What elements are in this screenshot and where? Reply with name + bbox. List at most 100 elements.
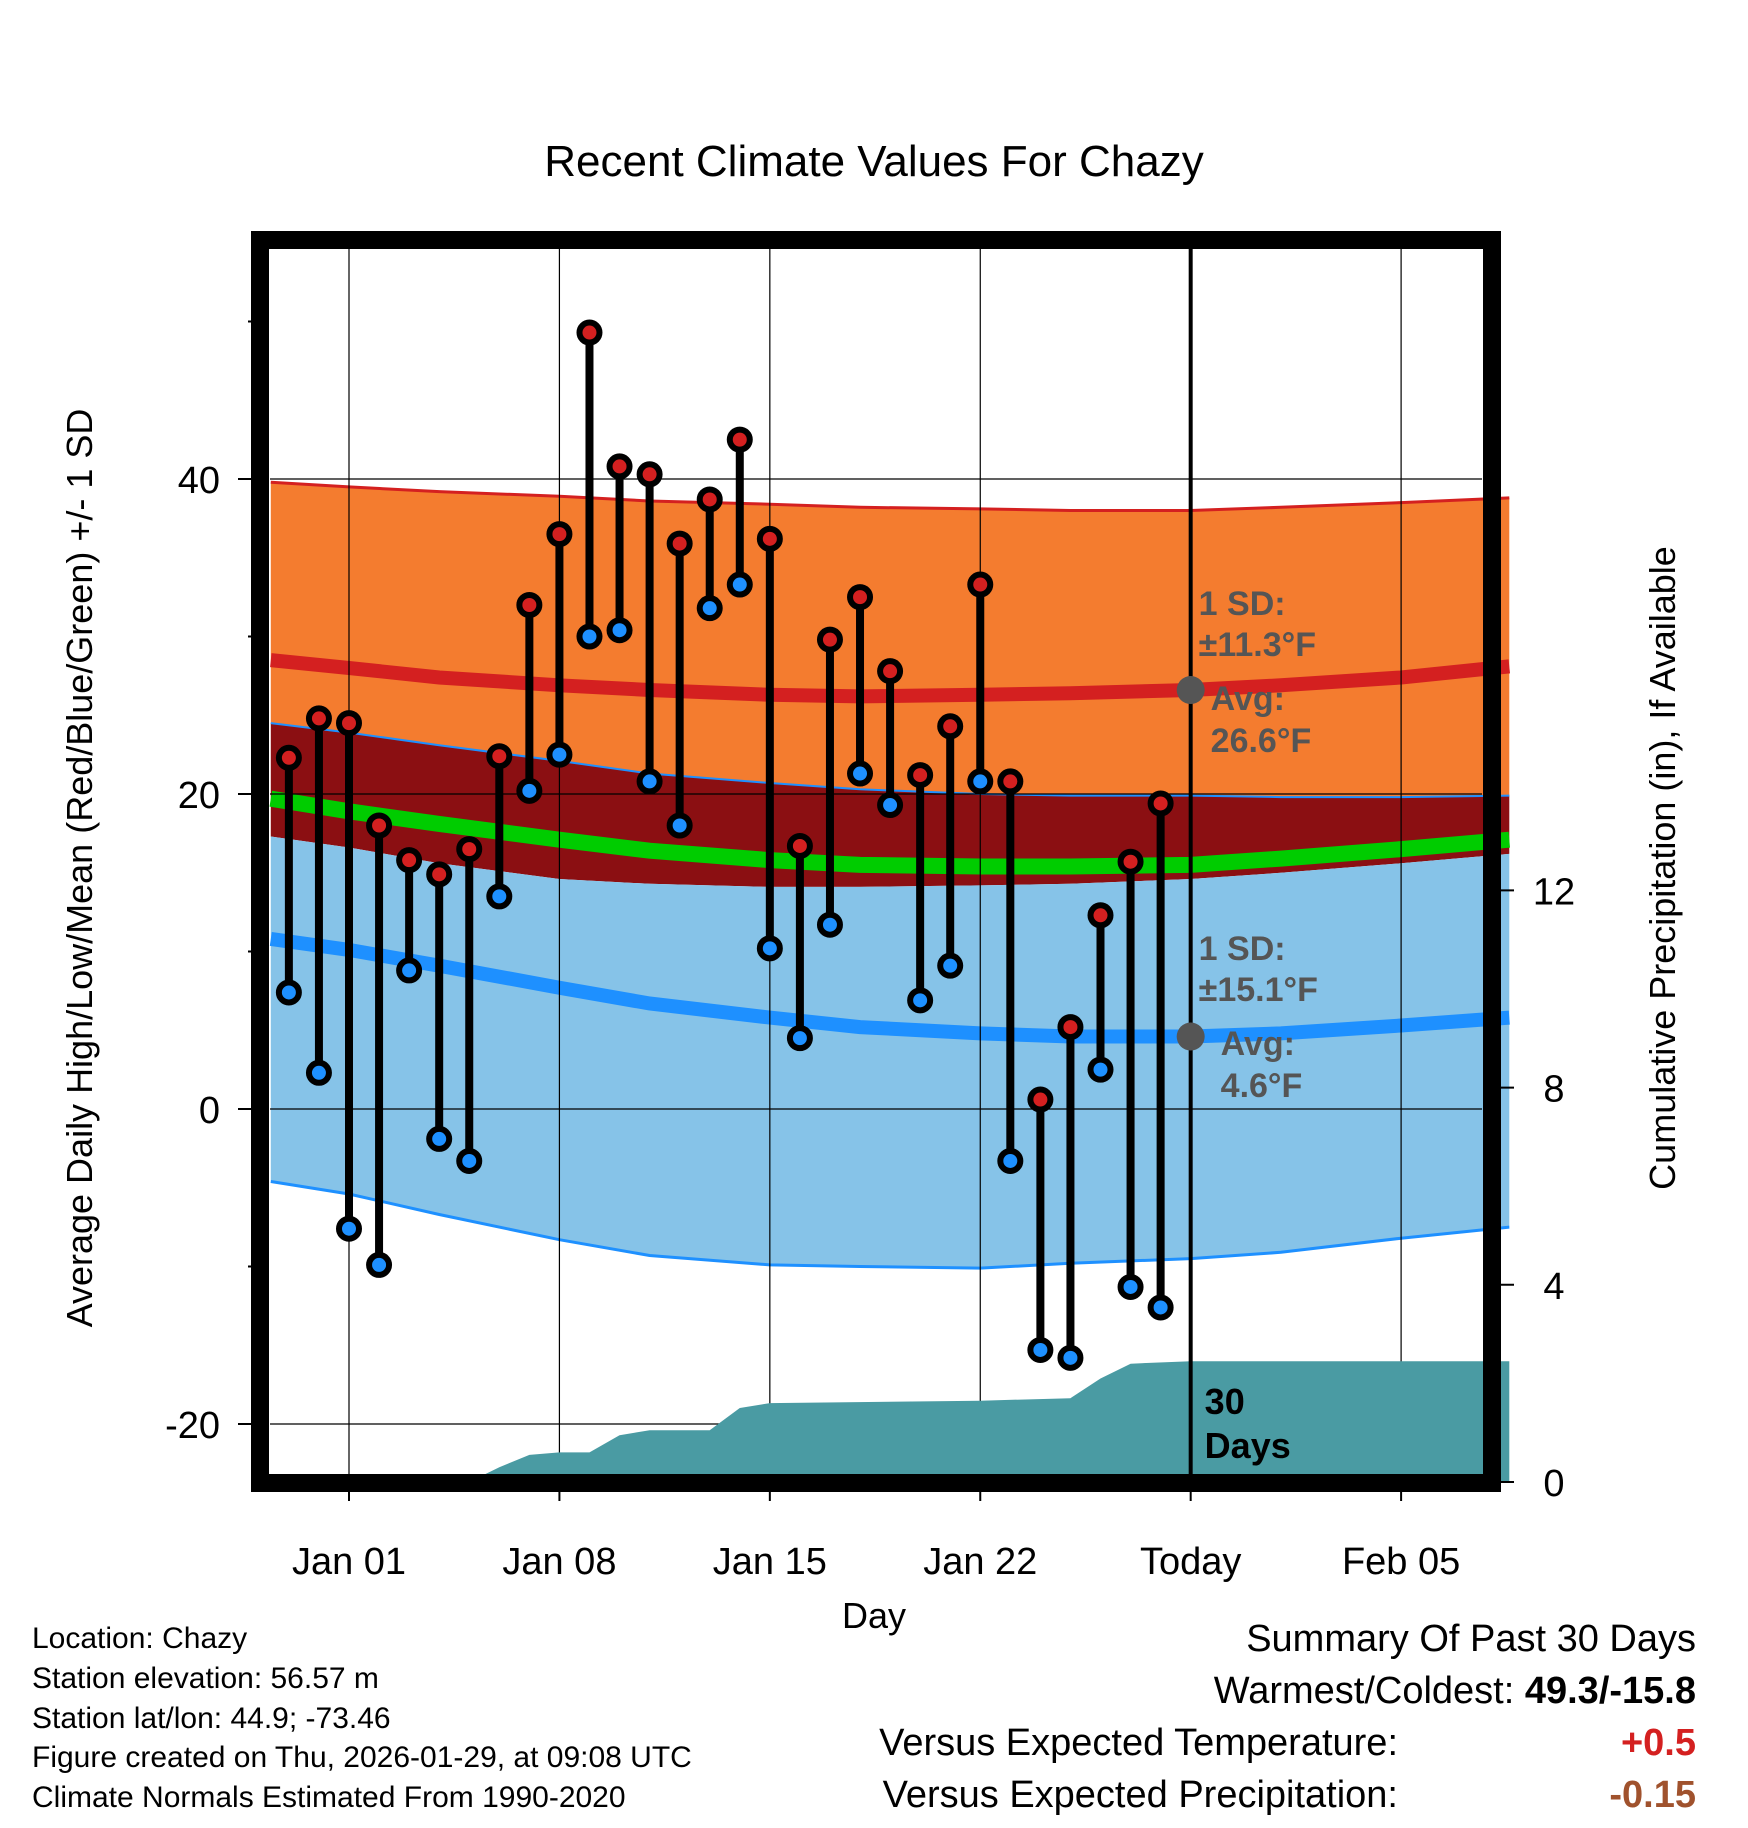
low-sd-label: 1 SD: <box>1199 930 1286 968</box>
daily-high-point <box>1087 902 1114 929</box>
daily-low-point <box>456 1147 483 1174</box>
daily-high-point <box>1117 848 1144 875</box>
daily-high-point <box>486 743 513 770</box>
high-sd-upper-line <box>270 480 1510 512</box>
daily-low-point <box>546 741 573 768</box>
location-text: Location: Chazy <box>32 1622 248 1655</box>
low-avg-marker <box>1176 1022 1205 1051</box>
y2-tick-label: 12 <box>1533 871 1575 913</box>
y-axis-label: Average Daily High/Low/Mean (Red/Blue/Gr… <box>59 409 100 1328</box>
daily-low-point <box>1117 1273 1144 1300</box>
window-days-unit: Days <box>1205 1425 1291 1466</box>
low-avg-value: 4.6°F <box>1221 1067 1303 1105</box>
normals-text: Climate Normals Estimated From 1990-2020 <box>32 1781 626 1814</box>
warmest-value: 49.3/-15.8 <box>1524 1670 1696 1712</box>
daily-low-point <box>756 935 783 962</box>
y2-tick-label: 0 <box>1543 1463 1564 1505</box>
daily-low-point <box>1087 1056 1114 1083</box>
high-avg-label: Avg: <box>1211 680 1285 718</box>
daily-high-point <box>997 768 1024 795</box>
y-tick-label: -20 <box>165 1405 220 1447</box>
summary-warmest: Warmest/Coldest: 49.3/-15.8 <box>1214 1670 1696 1713</box>
daily-low-point <box>336 1215 362 1242</box>
daily-high-point <box>305 705 332 732</box>
daily-high-point <box>426 861 453 888</box>
daily-high-point <box>696 486 723 513</box>
daily-high-point <box>816 626 843 653</box>
y-tick-label: 40 <box>178 460 220 502</box>
x-tick-label: Jan 01 <box>292 1541 406 1583</box>
daily-low-point <box>907 987 934 1014</box>
daily-low-point <box>997 1147 1024 1174</box>
daily-low-point <box>1147 1294 1174 1321</box>
x-axis-label: Day <box>842 1595 906 1636</box>
warmest-label: Warmest/Coldest: <box>1213 1670 1515 1712</box>
daily-high-point <box>546 521 573 548</box>
y2-tick-label: 4 <box>1543 1266 1564 1308</box>
daily-low-point <box>847 760 874 787</box>
daily-low-point <box>937 952 964 979</box>
daily-low-point <box>877 792 904 819</box>
daily-low-point <box>516 777 543 804</box>
created-text: Figure created on Thu, 2026-01-29, at 09… <box>32 1741 692 1774</box>
chart-title: Recent Climate Values For Chazy <box>544 137 1203 186</box>
daily-high-point <box>907 762 934 789</box>
daily-high-point <box>336 710 362 737</box>
normal-mean-line <box>269 790 1510 875</box>
high-avg-value: 26.6°F <box>1211 722 1312 760</box>
daily-low-point <box>726 571 753 598</box>
daily-high-point <box>786 832 813 859</box>
precip-value: -0.15 <box>1609 1774 1696 1817</box>
daily-low-point <box>696 595 723 622</box>
summary-title: Summary Of Past 30 Days <box>1246 1618 1696 1660</box>
daily-high-point <box>576 319 603 346</box>
daily-high-point <box>847 584 874 611</box>
daily-high-point <box>937 713 964 740</box>
elevation-text: Station elevation: 56.57 m <box>32 1662 379 1695</box>
daily-high-point <box>666 530 693 557</box>
x-tick-label: Jan 15 <box>713 1541 827 1583</box>
daily-low-point <box>305 1059 332 1086</box>
daily-high-point <box>366 812 393 839</box>
y-tick-label: 20 <box>178 775 220 817</box>
precip-label: Versus Expected Precipitation: <box>882 1774 1398 1816</box>
daily-high-point <box>1147 790 1174 817</box>
daily-low-point <box>606 617 633 644</box>
low-avg-label: Avg: <box>1221 1025 1295 1063</box>
low-sd-value: ±15.1°F <box>1199 971 1318 1009</box>
daily-high-point <box>726 426 753 453</box>
daily-low-point <box>576 623 603 650</box>
high-avg-marker <box>1176 676 1205 705</box>
daily-high-point <box>606 453 633 480</box>
high-sd-value: ±11.3°F <box>1199 626 1316 664</box>
daily-high-point <box>877 658 904 685</box>
daily-high-point <box>636 461 663 488</box>
daily-high-point <box>275 744 302 771</box>
daily-high-point <box>516 592 543 618</box>
x-tick-label: Feb 05 <box>1342 1541 1460 1583</box>
daily-low-point <box>816 911 843 938</box>
daily-high-point <box>1057 1014 1084 1041</box>
daily-high-point <box>967 571 994 598</box>
daily-high-point <box>456 836 483 863</box>
daily-low-point <box>786 1025 813 1052</box>
daily-high-point <box>396 847 423 874</box>
latlon-text: Station lat/lon: 44.9; -73.46 <box>32 1702 391 1735</box>
daily-low-point <box>426 1125 453 1152</box>
low-sd-band <box>270 836 1510 1269</box>
daily-high-point <box>756 525 783 552</box>
y-tick-label: 0 <box>199 1090 220 1132</box>
temp-label: Versus Expected Temperature: <box>879 1722 1398 1764</box>
x-tick-label: Jan 08 <box>502 1541 616 1583</box>
low-sd-upper-line <box>270 722 1510 799</box>
precip-area <box>349 1361 1510 1482</box>
daily-low-point <box>636 768 663 795</box>
temp-value: +0.5 <box>1621 1722 1696 1765</box>
window-days-number: 30 <box>1205 1381 1245 1422</box>
x-tick-label: Jan 22 <box>923 1541 1037 1583</box>
daily-low-point <box>1057 1344 1084 1371</box>
x-tick-label: Today <box>1140 1541 1241 1583</box>
high-sd-label: 1 SD: <box>1199 585 1286 623</box>
daily-low-point <box>666 812 693 839</box>
